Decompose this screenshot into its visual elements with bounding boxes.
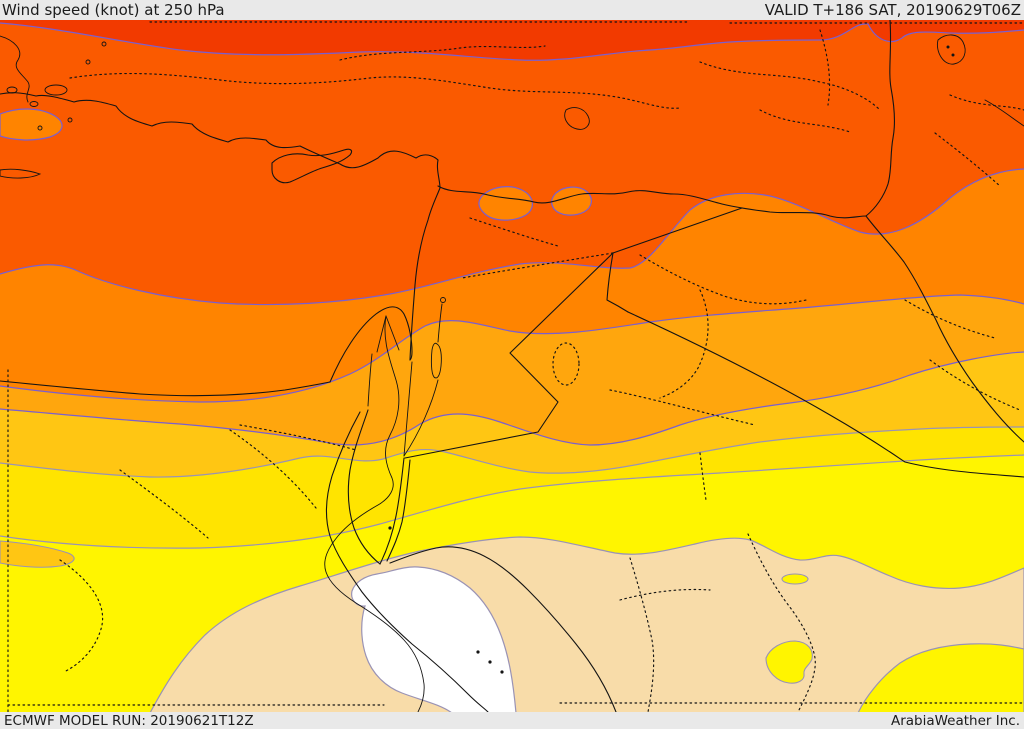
turkey-iran-border	[865, 20, 896, 217]
borders-dotted	[7, 21, 1024, 712]
jordan-saudi-border	[404, 252, 614, 459]
syria-admin-3	[659, 289, 709, 399]
jordan-river	[437, 303, 443, 343]
saudi-iraq-border	[627, 311, 1024, 478]
suez-canal	[367, 353, 373, 407]
gold-corner-pocket	[0, 540, 75, 568]
wind-speed-map	[0, 20, 1024, 712]
sea-of-galilee	[440, 297, 446, 303]
borders-solid	[403, 20, 1024, 478]
aegean-orange-pocket	[0, 108, 63, 141]
aegean-island	[37, 125, 43, 131]
levant-coast	[409, 159, 441, 361]
model-run-label: ECMWF MODEL RUN: 20190621T12Z	[4, 712, 254, 729]
syria-jordan-border	[461, 252, 614, 279]
caucasus-admin	[949, 94, 1024, 111]
red-sea-island	[488, 660, 492, 664]
tan-yellow-blob-large	[765, 640, 813, 684]
red-sea-island	[388, 526, 392, 530]
saudi-admin-4	[609, 389, 756, 426]
map-canvas	[0, 20, 1024, 712]
jordan-dotted-loop	[552, 342, 580, 386]
iran-admin-2	[904, 299, 996, 339]
contour-4	[0, 351, 1024, 446]
nile-delta-coast	[329, 306, 413, 383]
jordan-admin	[239, 424, 357, 451]
syria-admin-1	[469, 217, 559, 247]
aegean-island	[29, 101, 39, 107]
saudi-admin-2	[629, 557, 655, 712]
aegean-island	[101, 41, 107, 47]
aegean-island	[6, 86, 18, 94]
white-minimum-region	[351, 566, 517, 712]
map-title: Wind speed (knot) at 250 hPa	[2, 1, 225, 19]
red-sea-east-shore	[389, 546, 617, 712]
iran-admin-3	[929, 359, 1021, 411]
turkey-admin-4	[759, 109, 851, 133]
egypt-admin-3	[119, 469, 209, 539]
levant-orange-pocket-b	[550, 186, 592, 216]
egypt-sudan-border	[7, 702, 1024, 706]
dead-sea	[430, 342, 442, 379]
rhodes-island	[44, 84, 68, 96]
crete-island	[0, 168, 42, 179]
lake-dot	[951, 53, 955, 57]
red-sea-island	[476, 650, 480, 654]
aegean-island	[67, 117, 73, 123]
contour-3	[0, 294, 1024, 403]
credit-label: ArabiaWeather Inc.	[890, 712, 1020, 729]
turkey-admin-3	[699, 61, 881, 111]
jordan-iraq-border	[606, 252, 629, 313]
lake-dot	[946, 45, 950, 49]
contour-5	[0, 426, 1024, 478]
footer-bar: ECMWF MODEL RUN: 20190621T12Z ArabiaWeat…	[0, 712, 1024, 729]
nile-delta-branches	[376, 315, 400, 353]
nile-river	[324, 315, 425, 712]
levant-orange-pocket-a	[478, 186, 533, 221]
egypt-admin-1	[59, 559, 104, 673]
aegean-coast	[0, 35, 30, 103]
valid-time-label: VALID T+186 SAT, 20190629T06Z	[764, 1, 1021, 19]
iran-admin-1	[934, 132, 1001, 187]
top-edge-border	[149, 21, 1024, 24]
saudi-admin-1	[747, 533, 816, 712]
saudi-admin-5	[699, 452, 707, 501]
cyprus-island	[271, 148, 353, 184]
contour-1	[0, 22, 1024, 61]
iraq-iran-border	[865, 215, 1024, 443]
egypt-coast	[0, 380, 331, 397]
saudi-admin-3	[619, 588, 711, 601]
caspian-coast	[984, 99, 1024, 127]
aqaba-west-shore	[379, 457, 405, 565]
aqaba-east-shore	[386, 459, 411, 562]
coastlines	[0, 34, 1024, 712]
turkey-admin-1	[69, 72, 681, 109]
tan-yellow-blob-small	[781, 573, 809, 585]
sinai-west-shore	[347, 409, 381, 565]
israel-jordan-border	[403, 379, 439, 457]
yellow-corner	[857, 643, 1024, 712]
turkey-admin-2	[339, 45, 546, 61]
red-sea-island	[500, 670, 504, 674]
aegean-island	[85, 59, 91, 65]
syria-iraq-border	[612, 207, 743, 254]
turkey-coast	[0, 92, 439, 169]
ataturk-reservoir	[564, 107, 590, 130]
lake-urmia	[936, 34, 966, 65]
turkey-syria-border	[437, 185, 867, 219]
header-bar: Wind speed (knot) at 250 hPa VALID T+186…	[0, 0, 1024, 20]
red-sea-west-shore	[325, 411, 489, 712]
egypt-israel-border	[403, 361, 413, 457]
contour-6	[0, 454, 1024, 549]
